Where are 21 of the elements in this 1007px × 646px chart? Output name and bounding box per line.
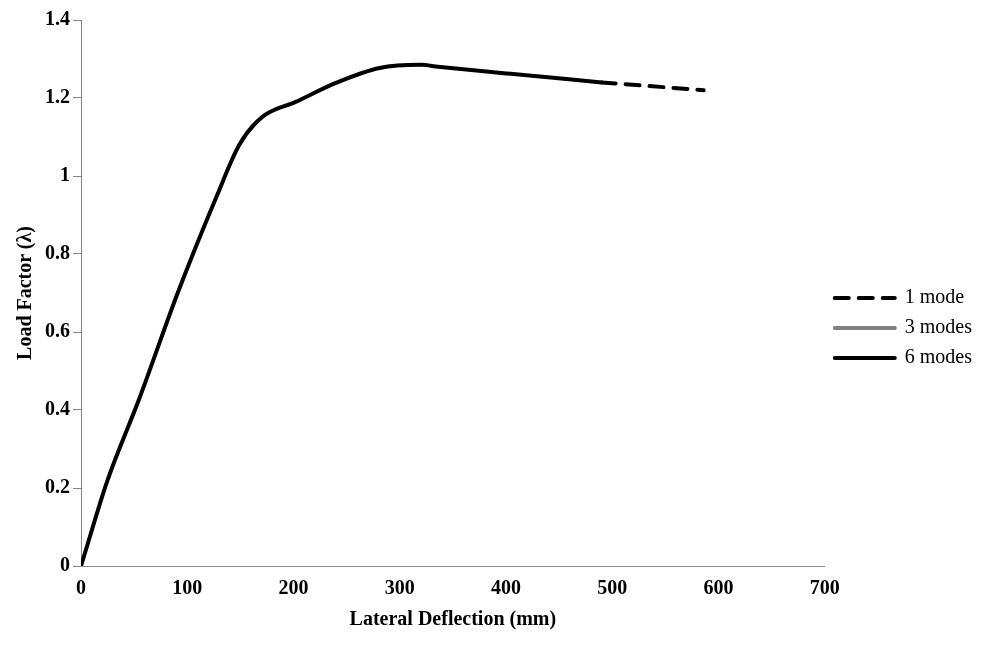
y-tick-label: 1 bbox=[60, 163, 70, 186]
x-tick-label: 300 bbox=[384, 576, 415, 599]
x-tick-label: 400 bbox=[491, 576, 522, 599]
x-tick-label: 600 bbox=[703, 576, 734, 599]
legend-label: 6 modes bbox=[904, 345, 973, 368]
x-tick-label: 200 bbox=[278, 576, 309, 599]
y-tick-label: 0.2 bbox=[45, 475, 70, 498]
y-tick-label: 0.8 bbox=[45, 241, 70, 264]
y-axis-title: Load Factor (λ) bbox=[13, 226, 37, 360]
x-tick-label: 700 bbox=[809, 576, 840, 599]
x-tick-label: 500 bbox=[597, 576, 628, 599]
x-tick-label: 100 bbox=[172, 576, 203, 599]
x-tick-label: 0 bbox=[76, 576, 86, 599]
y-tick-label: 0.6 bbox=[45, 319, 70, 342]
y-tick-label: 1.2 bbox=[45, 85, 70, 108]
legend-label: 3 modes bbox=[904, 315, 973, 338]
x-axis-title: Lateral Deflection (mm) bbox=[349, 607, 557, 631]
y-tick-label: 0.4 bbox=[45, 397, 70, 420]
y-tick-label: 1.4 bbox=[45, 7, 70, 30]
legend-label: 1 mode bbox=[904, 285, 965, 308]
y-tick-label: 0 bbox=[60, 553, 70, 576]
